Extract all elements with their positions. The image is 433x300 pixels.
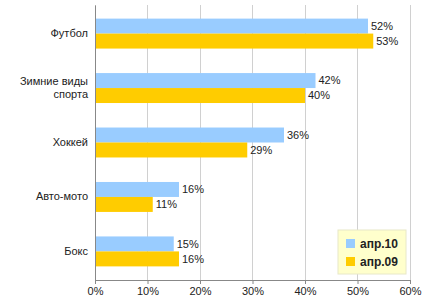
plot: 52% 42% 36% 16% 15% 53% 40% 29% 11% 16% 0% 10% 20% 30… [20, 5, 422, 297]
y-tick: Футбол [51, 27, 89, 39]
x-tick: 10% [137, 280, 159, 297]
x-tick: 20% [189, 280, 211, 297]
x-tick: 30% [242, 280, 264, 297]
x-tick-mark [253, 280, 254, 284]
data-label: 52% [371, 20, 393, 32]
data-label: 11% [156, 198, 177, 210]
x-tick-mark [305, 280, 306, 284]
y-tick: Хоккей [53, 136, 88, 148]
bar [95, 143, 247, 158]
bar [95, 236, 174, 251]
data-label: 40% [308, 89, 330, 101]
data-label: 29% [250, 144, 272, 156]
bar [95, 251, 179, 266]
y-tick-label: Бокс [64, 245, 88, 257]
legend-swatch [346, 257, 355, 266]
bar [95, 88, 305, 103]
data-label: 36% [287, 129, 309, 141]
y-tick: Авто-мото [36, 190, 88, 202]
legend-swatch [346, 239, 355, 248]
bar [95, 182, 179, 197]
x-axis-line [96, 281, 411, 285]
bar [95, 128, 284, 143]
grid-line [410, 5, 411, 280]
bar [95, 197, 153, 212]
y-axis-line [95, 6, 96, 281]
x-tick-mark [148, 280, 149, 284]
x-tick-mark [410, 280, 411, 284]
data-label: 42% [319, 74, 341, 86]
bars [95, 19, 373, 267]
legend-box [338, 230, 406, 274]
y-tick-label: Зимние видыспорта [20, 75, 89, 100]
x-axis: 0% 10% 20% 30% 40% 50% 60% [88, 280, 422, 297]
x-tick-label: 20% [189, 285, 211, 297]
x-tick-mark [200, 280, 201, 284]
legend-label: апр.10 [360, 237, 398, 251]
y-tick: Бокс [64, 245, 88, 257]
chart: 52% 42% 36% 16% 15% 53% 40% 29% 11% 16% 0% 10% 20% 30… [0, 0, 433, 300]
data-label: 16% [182, 183, 204, 195]
x-tick-label: 50% [347, 285, 369, 297]
legend-label: апр.09 [360, 255, 398, 269]
data-label: 15% [177, 238, 199, 250]
y-tick-label: Хоккей [53, 136, 88, 148]
grid-line [95, 5, 96, 280]
x-tick-label: 30% [242, 285, 264, 297]
bar [95, 73, 316, 88]
x-tick-label: 10% [137, 285, 159, 297]
legend: апр.10 апр.09 [338, 230, 406, 274]
x-tick-mark [358, 280, 359, 284]
x-tick: 40% [294, 280, 316, 297]
y-axis: Футбол Зимние видыспорта Хоккей Авто-мото Бо… [20, 6, 96, 281]
data-label: 53% [376, 35, 398, 47]
x-tick-label: 60% [399, 285, 421, 297]
x-tick: 60% [399, 280, 421, 297]
legend-item: апр.09 [346, 255, 398, 269]
y-tick-label: Авто-мото [36, 190, 88, 202]
x-tick-mark [95, 280, 96, 284]
bar [95, 19, 368, 34]
x-tick-label: 40% [294, 285, 316, 297]
data-label: 16% [182, 253, 204, 265]
data-labels: 52% 42% 36% 16% 15% 53% 40% 29% 11% 16% [156, 20, 399, 265]
legend-item: апр.10 [346, 237, 398, 251]
x-tick: 50% [347, 280, 369, 297]
grid [95, 5, 410, 280]
y-tick: Зимние видыспорта [20, 75, 89, 100]
y-tick-label: Футбол [51, 27, 89, 39]
x-tick: 0% [88, 280, 104, 297]
bar [95, 34, 373, 49]
x-tick-label: 0% [88, 285, 104, 297]
